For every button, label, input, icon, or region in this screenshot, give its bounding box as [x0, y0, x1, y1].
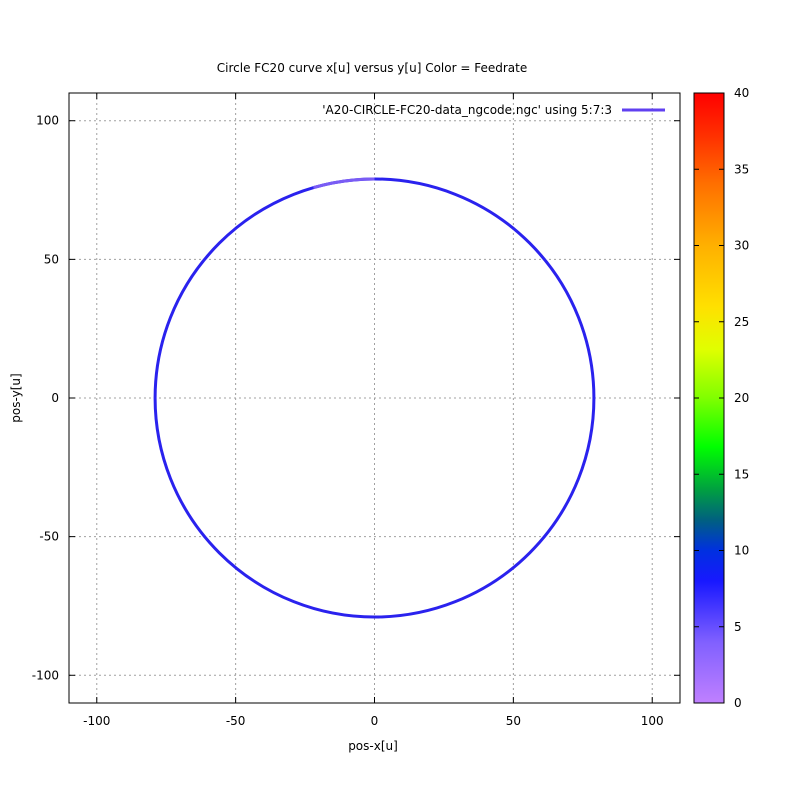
series-layer [153, 177, 596, 619]
y-axis-label: pos-y[u] [9, 373, 23, 422]
colorbar-tick-label: 20 [734, 391, 749, 405]
x-tick-label: 50 [506, 714, 521, 728]
y-tick-label: 50 [44, 252, 59, 266]
legend: 'A20-CIRCLE-FC20-data_ngcode.ngc' using … [322, 103, 665, 117]
x-tick-label: 0 [371, 714, 379, 728]
legend-label: 'A20-CIRCLE-FC20-data_ngcode.ngc' using … [322, 103, 612, 117]
y-tick-label: -100 [32, 668, 59, 682]
colorbar-tick-label: 10 [734, 544, 749, 558]
series-low-feed-segment [312, 177, 375, 190]
x-tick-label: -50 [226, 714, 246, 728]
x-tick-label: 100 [641, 714, 664, 728]
colorbar-tick-label: 25 [734, 315, 749, 329]
y-tick-label: 100 [36, 114, 59, 128]
y-tick-label: 0 [51, 391, 59, 405]
colorbar: 0 5 10 15 20 25 30 35 40 [693, 86, 749, 710]
x-tick-label: -100 [83, 714, 110, 728]
grid [69, 93, 680, 703]
x-axis-label: pos-x[u] [348, 739, 398, 753]
colorbar-tick-label: 0 [734, 696, 742, 710]
colorbar-tick-label: 5 [734, 620, 742, 634]
axis-ticks: -100 -50 0 50 100 -100 -50 0 50 100 [32, 93, 680, 728]
colorbar-tick-label: 35 [734, 162, 749, 176]
y-tick-label: -50 [39, 530, 59, 544]
colorbar-tick-label: 40 [734, 86, 749, 100]
colorbar-tick-label: 30 [734, 239, 749, 253]
chart-title: Circle FC20 curve x[u] versus y[u] Color… [217, 61, 527, 75]
colorbar-tick-label: 15 [734, 467, 749, 481]
colorbar-ticks: 0 5 10 15 20 25 30 35 40 [694, 86, 749, 710]
